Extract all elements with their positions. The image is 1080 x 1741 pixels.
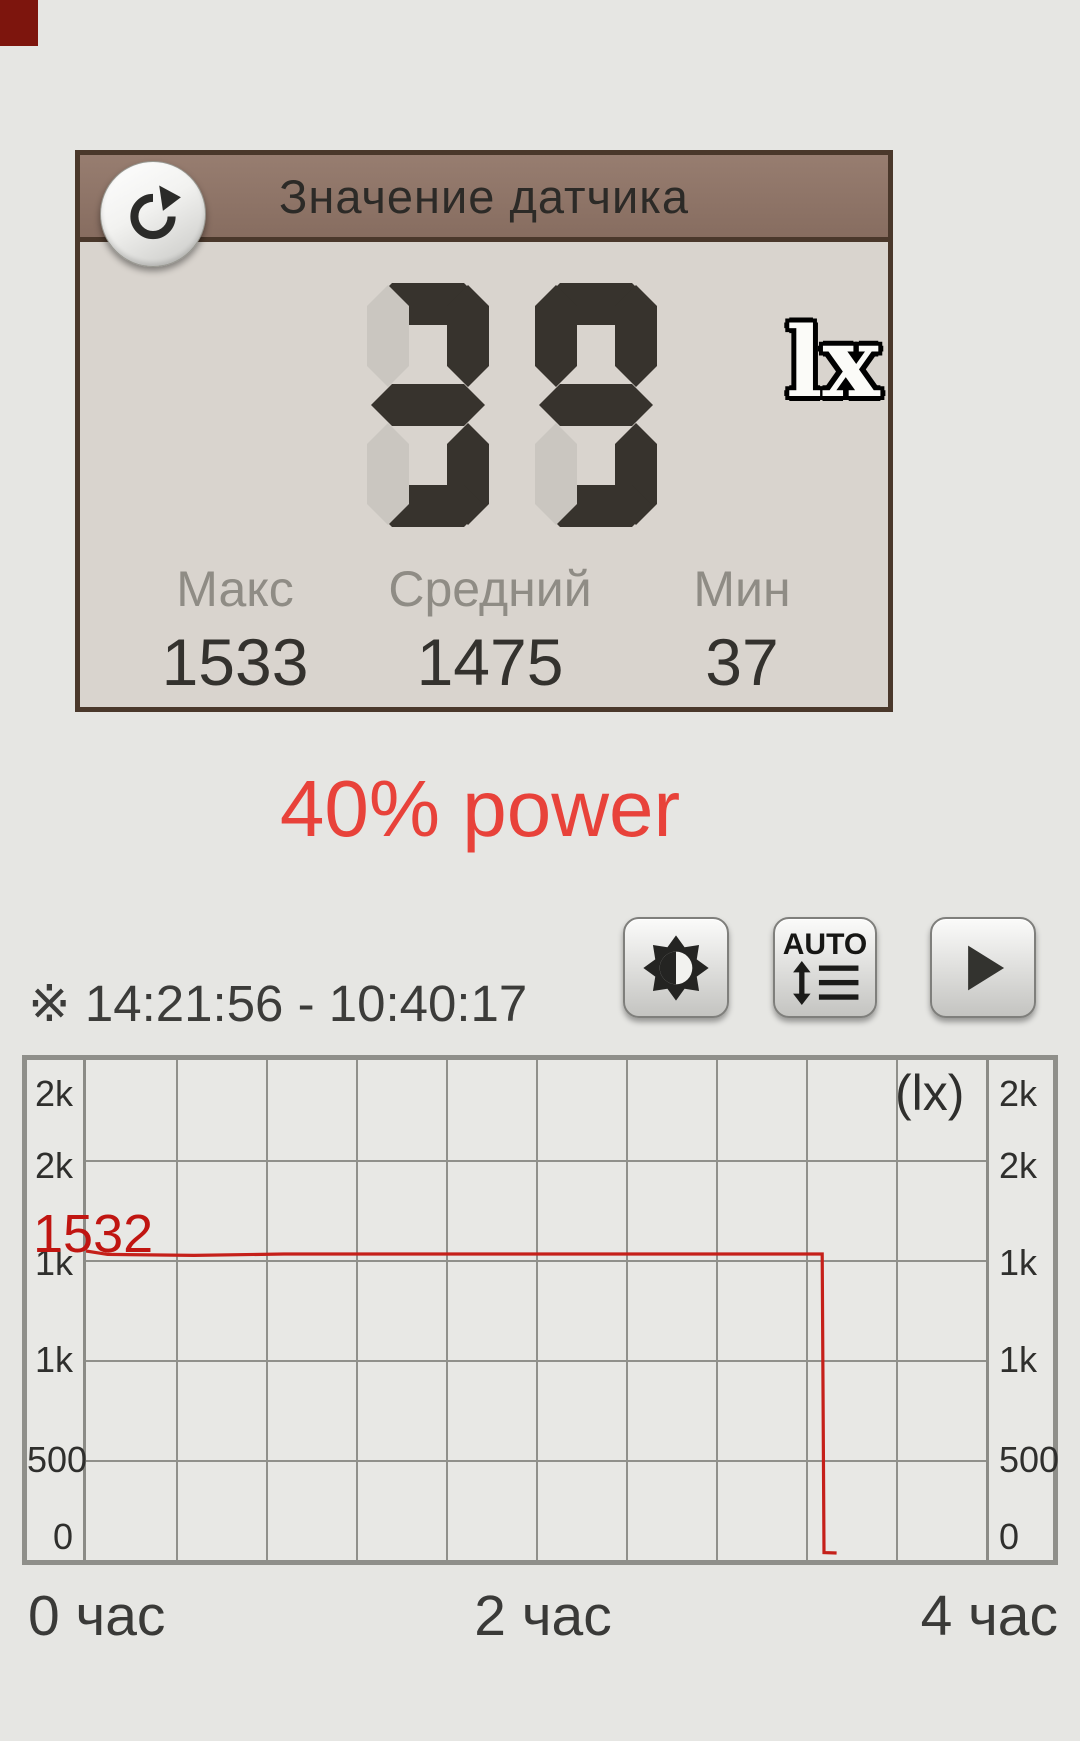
refresh-icon bbox=[130, 185, 181, 240]
segment-b bbox=[447, 285, 489, 387]
panel-header: Значение датчика bbox=[80, 155, 888, 242]
segment-e bbox=[535, 423, 577, 525]
stat-max: Макс 1533 bbox=[75, 560, 395, 700]
gridline bbox=[176, 1060, 178, 1560]
gridline bbox=[86, 1260, 986, 1262]
segment-f bbox=[535, 285, 577, 387]
gridline bbox=[806, 1060, 808, 1560]
unit-label: lx bbox=[786, 306, 880, 419]
gridline bbox=[266, 1060, 268, 1560]
x-tick-label: 4 час bbox=[920, 1584, 1058, 1648]
auto-button[interactable]: AUTO bbox=[773, 917, 877, 1018]
gridline bbox=[86, 1460, 986, 1462]
plot-area bbox=[83, 1060, 989, 1560]
gridline bbox=[716, 1060, 718, 1560]
brightness-icon bbox=[643, 934, 709, 1001]
play-button[interactable] bbox=[930, 917, 1036, 1018]
segment-g bbox=[539, 384, 653, 426]
stat-value: 37 bbox=[705, 625, 779, 699]
gridline bbox=[86, 1160, 986, 1162]
gridline bbox=[86, 1360, 986, 1362]
play-icon bbox=[968, 945, 1005, 990]
seven-segment-digit bbox=[367, 283, 489, 527]
x-tick-label: 0 час bbox=[28, 1584, 166, 1648]
y-tick-label: 0 bbox=[999, 1516, 1020, 1557]
gridline bbox=[896, 1060, 898, 1560]
stat-value: 1475 bbox=[416, 625, 564, 699]
chart-widget: 2k 2k 1k 1k 500 0 2k 2k 1k 1k 500 0 (lx)… bbox=[22, 1055, 1060, 1565]
gridline bbox=[626, 1060, 628, 1560]
refresh-button[interactable] bbox=[100, 161, 206, 267]
x-tick-label: 2 час bbox=[474, 1584, 612, 1648]
y-tick-label: 0 bbox=[52, 1516, 73, 1557]
seven-segment-digit bbox=[535, 283, 657, 527]
stat-average: Средний 1475 bbox=[330, 560, 650, 700]
stat-min: Мин 37 bbox=[582, 560, 902, 700]
y-tick-label: 1k bbox=[34, 1242, 73, 1283]
y-tick-label: 2k bbox=[999, 1145, 1038, 1186]
gridline bbox=[356, 1060, 358, 1560]
segment-f bbox=[367, 285, 409, 387]
gridline bbox=[536, 1060, 538, 1560]
status-artifact bbox=[0, 0, 38, 46]
power-label: 40% power bbox=[279, 764, 681, 853]
segment-g bbox=[371, 384, 485, 426]
y-tick-label: 2k bbox=[34, 1073, 73, 1114]
time-range-label: ※ 14:21:56 - 10:40:17 bbox=[28, 975, 528, 1032]
stat-label: Мин bbox=[693, 561, 791, 617]
y-tick-label: 500 bbox=[27, 1439, 88, 1480]
y-tick-label: 2k bbox=[999, 1073, 1038, 1114]
segment-e bbox=[367, 423, 409, 525]
stat-label: Средний bbox=[388, 561, 592, 617]
y-tick-label: 1k bbox=[999, 1242, 1038, 1283]
current-value-label: 1532 bbox=[33, 1204, 154, 1264]
segment-b bbox=[615, 285, 657, 387]
auto-scale-icon bbox=[793, 960, 859, 1005]
y-tick-label: 500 bbox=[999, 1439, 1060, 1480]
sensor-panel: Значение датчика lx Макс 1533 Средний 14… bbox=[75, 150, 893, 712]
seven-segment-display bbox=[367, 283, 657, 527]
chart-unit-label: (lx) bbox=[895, 1065, 965, 1121]
gridline bbox=[446, 1060, 448, 1560]
y-tick-label: 1k bbox=[999, 1339, 1038, 1380]
stat-label: Макс bbox=[176, 561, 294, 617]
y-tick-label: 1k bbox=[34, 1339, 73, 1380]
x-axis-labels: 0 час 2 час 4 час bbox=[22, 1583, 1058, 1649]
auto-button-label: AUTO bbox=[782, 927, 868, 961]
stat-value: 1533 bbox=[161, 625, 309, 699]
series-line bbox=[86, 1060, 986, 1560]
y-tick-label: 2k bbox=[34, 1145, 73, 1186]
brightness-button[interactable] bbox=[623, 917, 729, 1018]
panel-title: Значение датчика bbox=[278, 169, 689, 223]
